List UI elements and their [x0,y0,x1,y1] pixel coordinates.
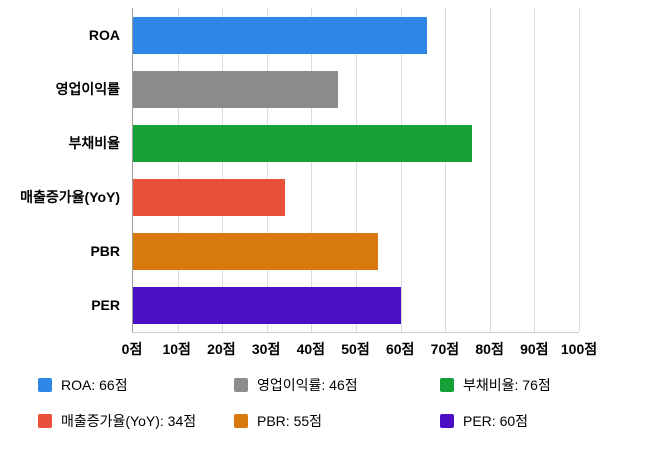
bar[interactable] [133,286,401,324]
x-tick-label: 50점 [341,341,370,357]
legend-item: ROA: 66점 [38,375,234,395]
category-label: ROA [88,27,120,43]
bar[interactable] [133,70,339,108]
category-label: PBR [90,243,120,259]
category-label: 부채비율 [68,135,120,151]
legend-item: 매출증가율(YoY): 34점 [38,411,234,431]
category-label: 매출증가율(YoY) [20,189,120,205]
x-tick-label: 40점 [296,341,326,357]
bar[interactable] [133,16,428,54]
legend-label: 영업이익률: 46점 [257,377,358,393]
bar[interactable] [133,232,379,270]
category-label: 영업이익률 [55,81,120,97]
legend-label: ROA: 66점 [61,377,128,393]
x-tick-label: 100점 [560,341,598,357]
bar-slot [133,62,579,116]
bar-slot [133,170,579,224]
legend-swatch [234,414,248,428]
x-tick-label: 70점 [430,341,460,357]
bar-slot [133,116,579,170]
x-tick-label: 10점 [162,341,191,357]
legend-label: 매출증가율(YoY): 34점 [61,413,197,429]
x-axis-ticks: 0점 10점 20점 30점 40점 50점 60점 70점 80점 90점 100점 [122,333,597,361]
legend-label: PER: 60점 [463,413,529,429]
x-tick-label: 80점 [475,341,504,357]
legend-item: 영업이익률: 46점 [234,375,440,395]
legend-swatch [234,378,248,392]
bar[interactable] [133,124,472,162]
x-tick-label: 60점 [385,341,415,357]
bar[interactable] [133,178,285,216]
x-tick-label: 90점 [520,341,549,357]
bar-slot [133,278,579,332]
plot-area [132,8,580,333]
x-tick-label: 0점 [121,341,143,357]
legend-swatch [38,378,52,392]
legend-swatch [38,414,52,428]
legend-item: 부채비율: 76점 [440,375,640,395]
legend-swatch [440,414,454,428]
legend-swatch [440,378,454,392]
x-tick-label: 20점 [207,341,236,357]
gridline [579,8,580,332]
bar-slot [133,8,579,62]
legend-item: PBR: 55점 [234,411,440,431]
legend-label: PBR: 55점 [257,413,323,429]
category-label: PER [91,297,120,313]
legend-item: PER: 60점 [440,411,640,431]
x-tick-label: 30점 [251,341,281,357]
legend-label: 부채비율: 76점 [463,377,551,393]
bar-slot [133,224,579,278]
